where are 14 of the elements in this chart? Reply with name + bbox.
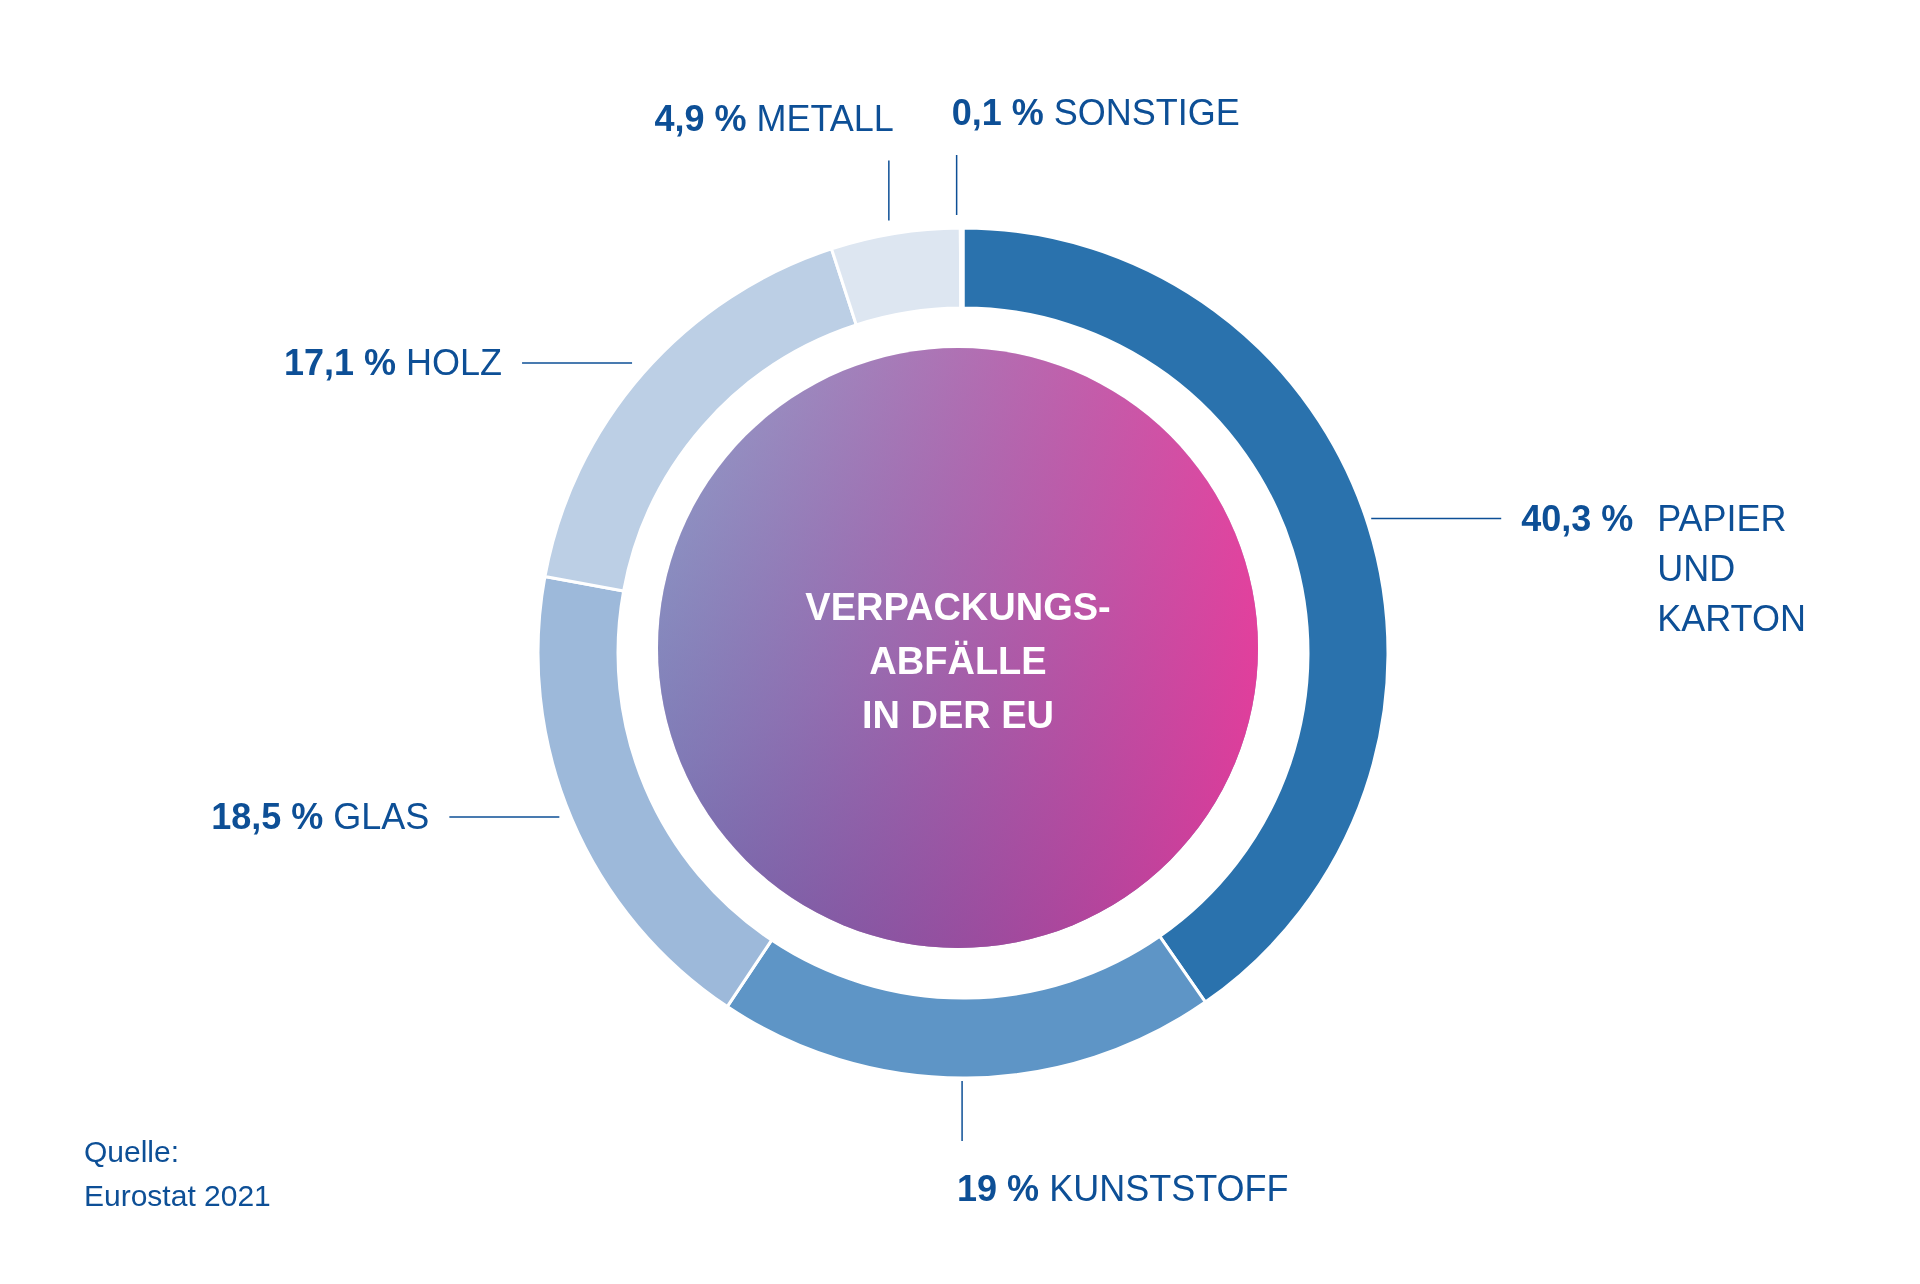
slice-label: SONSTIGE — [1053, 92, 1240, 133]
data-label: 19 % — [957, 1167, 1050, 1209]
text: VERPACKUNGS- ABFÄLLE IN DER EU — [805, 586, 1111, 736]
slice-label: HOLZ — [406, 341, 503, 383]
data-label: 40,3 % — [1521, 497, 1634, 539]
data-label: 4,9 % — [654, 97, 757, 139]
slice-label: METALL — [756, 97, 894, 139]
data-label: 18,5 % — [211, 796, 334, 837]
slice-label: GLAS — [333, 796, 430, 837]
slice-label: KUNSTSTOFF — [1049, 1167, 1289, 1209]
data-label: 17,1 % — [283, 341, 407, 383]
slice-label: PAPIER UND KARTON — [1657, 497, 1806, 639]
source-note: Quelle: Eurostat 2021 — [84, 1134, 271, 1214]
data-label: 0,1 % — [951, 92, 1054, 133]
